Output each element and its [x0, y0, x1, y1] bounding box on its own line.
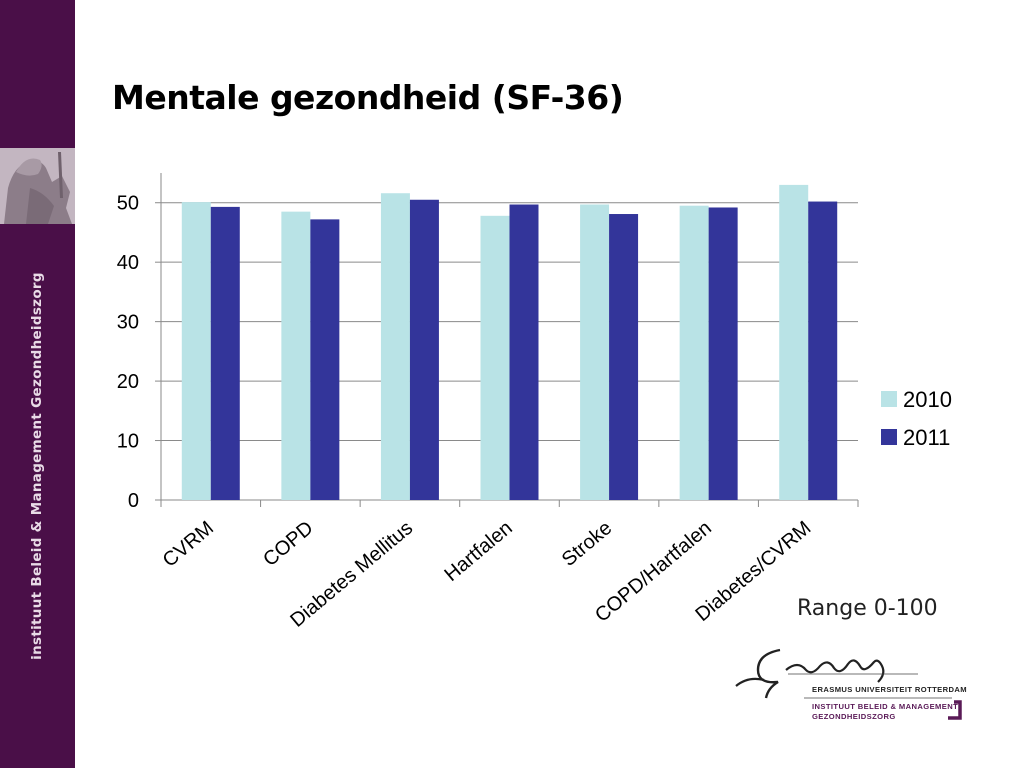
- sidebar-band: instituut Beleid & Management Gezondheid…: [0, 0, 75, 768]
- y-tick-label: 50: [117, 193, 139, 215]
- bar-2011: [609, 214, 639, 501]
- y-tick-label: 30: [117, 312, 139, 334]
- legend-swatch-2010: [881, 391, 897, 407]
- y-tick-label: 10: [117, 431, 139, 453]
- x-category-label: COPD: [259, 517, 317, 571]
- bar-2011: [509, 204, 539, 500]
- legend-label: 2011: [903, 425, 950, 450]
- bar-2011: [310, 219, 340, 500]
- bar-2010: [779, 184, 809, 500]
- bar-2011: [409, 199, 439, 500]
- range-note: Range 0-100: [797, 596, 938, 621]
- y-tick-label: 20: [117, 371, 139, 393]
- legend-label: 2010: [903, 387, 952, 412]
- bar-2010: [281, 211, 311, 501]
- bar-2011: [708, 207, 738, 500]
- legend-swatch-2011: [881, 429, 897, 445]
- bar-2011: [808, 201, 838, 500]
- erasmus-signature-icon: [735, 648, 962, 720]
- university-name: ERASMUS UNIVERSITEIT ROTTERDAM: [812, 685, 968, 694]
- bar-2011: [210, 206, 240, 500]
- y-tick-label: 40: [117, 252, 139, 274]
- x-category-label: CVRM: [159, 517, 218, 572]
- page-title: Mentale gezondheid (SF-36): [112, 78, 624, 117]
- bar-2010: [679, 205, 709, 500]
- bar-2010: [181, 202, 211, 500]
- statue-photo: [0, 148, 75, 224]
- bar-2010: [380, 193, 410, 500]
- bar-2010: [580, 204, 610, 500]
- bar-2010: [480, 215, 510, 501]
- erasmus-logo: ERASMUS UNIVERSITEIT ROTTERDAM INSTITUUT…: [728, 640, 968, 730]
- institute-name-line2: GEZONDHEIDSZORG: [812, 712, 896, 721]
- institute-name-line1: INSTITUUT BELEID & MANAGEMENT: [812, 702, 959, 711]
- y-tick-label: 0: [128, 490, 139, 512]
- x-category-label: Stroke: [558, 517, 616, 571]
- x-category-label: Hartfalen: [440, 517, 516, 586]
